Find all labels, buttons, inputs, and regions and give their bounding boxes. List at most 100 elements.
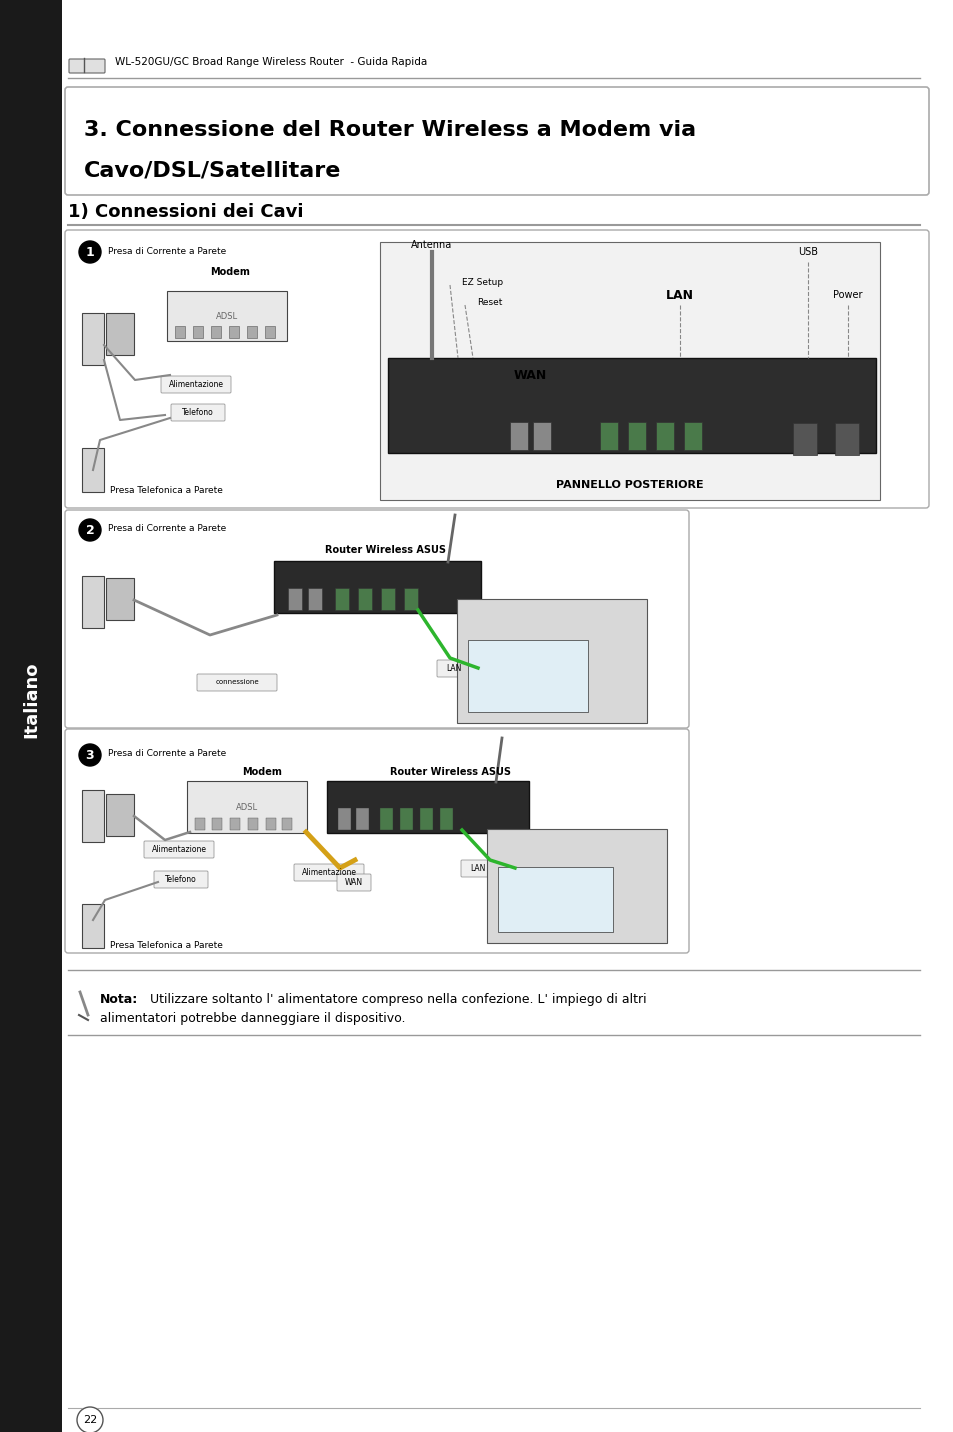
FancyBboxPatch shape xyxy=(153,871,208,888)
FancyBboxPatch shape xyxy=(106,579,133,620)
FancyBboxPatch shape xyxy=(533,422,551,450)
FancyBboxPatch shape xyxy=(656,422,673,450)
Text: Telefono: Telefono xyxy=(182,408,213,417)
Circle shape xyxy=(79,518,101,541)
FancyBboxPatch shape xyxy=(388,358,875,453)
Text: Presa Telefonica a Parete: Presa Telefonica a Parete xyxy=(110,485,223,494)
FancyBboxPatch shape xyxy=(229,326,239,338)
FancyBboxPatch shape xyxy=(599,422,618,450)
Text: 1: 1 xyxy=(86,245,94,259)
Text: Router Wireless ASUS: Router Wireless ASUS xyxy=(325,546,446,556)
FancyBboxPatch shape xyxy=(211,326,221,338)
FancyBboxPatch shape xyxy=(247,326,256,338)
Text: Presa di Corrente a Parete: Presa di Corrente a Parete xyxy=(108,246,226,255)
Text: Italiano: Italiano xyxy=(22,662,40,739)
FancyBboxPatch shape xyxy=(497,866,613,932)
FancyBboxPatch shape xyxy=(0,0,62,1432)
FancyBboxPatch shape xyxy=(355,808,369,831)
FancyBboxPatch shape xyxy=(230,818,240,831)
Circle shape xyxy=(77,1408,103,1432)
FancyBboxPatch shape xyxy=(187,780,307,833)
FancyBboxPatch shape xyxy=(468,640,587,712)
FancyBboxPatch shape xyxy=(336,874,371,891)
FancyBboxPatch shape xyxy=(282,818,292,831)
FancyBboxPatch shape xyxy=(308,589,322,610)
FancyBboxPatch shape xyxy=(510,422,527,450)
FancyBboxPatch shape xyxy=(327,780,529,833)
Text: Alimentazione: Alimentazione xyxy=(152,845,206,853)
FancyBboxPatch shape xyxy=(161,377,231,392)
Text: Utilizzare soltanto l' alimentatore compreso nella confezione. L' impiego di alt: Utilizzare soltanto l' alimentatore comp… xyxy=(146,992,646,1007)
FancyBboxPatch shape xyxy=(82,904,104,948)
Text: Antenna: Antenna xyxy=(411,241,452,251)
FancyBboxPatch shape xyxy=(171,404,225,421)
FancyBboxPatch shape xyxy=(335,589,349,610)
Circle shape xyxy=(79,745,101,766)
FancyBboxPatch shape xyxy=(82,576,104,629)
FancyBboxPatch shape xyxy=(82,448,104,493)
FancyBboxPatch shape xyxy=(82,790,104,842)
Text: Modem: Modem xyxy=(242,768,281,778)
FancyBboxPatch shape xyxy=(380,589,395,610)
FancyBboxPatch shape xyxy=(834,422,858,455)
FancyBboxPatch shape xyxy=(436,660,471,677)
Text: Presa Telefonica a Parete: Presa Telefonica a Parete xyxy=(110,941,223,951)
FancyBboxPatch shape xyxy=(106,793,133,836)
Text: EZ Setup: EZ Setup xyxy=(461,278,502,286)
FancyBboxPatch shape xyxy=(194,818,205,831)
FancyBboxPatch shape xyxy=(212,818,222,831)
FancyBboxPatch shape xyxy=(337,808,351,831)
FancyBboxPatch shape xyxy=(419,808,433,831)
FancyBboxPatch shape xyxy=(65,729,688,954)
FancyBboxPatch shape xyxy=(106,314,133,355)
FancyBboxPatch shape xyxy=(288,589,302,610)
FancyBboxPatch shape xyxy=(683,422,701,450)
Text: Nota:: Nota: xyxy=(100,992,138,1007)
Text: Alimentazione: Alimentazione xyxy=(301,868,356,876)
Text: Modem: Modem xyxy=(210,266,250,276)
Text: Reset: Reset xyxy=(476,298,502,306)
Text: 1) Connessioni dei Cavi: 1) Connessioni dei Cavi xyxy=(68,203,303,221)
Text: WAN: WAN xyxy=(513,368,546,381)
FancyBboxPatch shape xyxy=(792,422,816,455)
FancyBboxPatch shape xyxy=(403,589,417,610)
FancyBboxPatch shape xyxy=(248,818,257,831)
Text: Telefono: Telefono xyxy=(165,875,196,884)
Text: 22: 22 xyxy=(83,1415,97,1425)
FancyBboxPatch shape xyxy=(167,291,287,341)
Text: connessione: connessione xyxy=(215,679,258,684)
FancyBboxPatch shape xyxy=(294,863,364,881)
FancyBboxPatch shape xyxy=(274,561,480,613)
Text: LAN: LAN xyxy=(446,663,461,673)
Text: 2: 2 xyxy=(86,524,94,537)
Circle shape xyxy=(79,241,101,263)
FancyBboxPatch shape xyxy=(196,674,276,692)
Text: 3: 3 xyxy=(86,749,94,762)
FancyBboxPatch shape xyxy=(357,589,372,610)
Text: ADSL: ADSL xyxy=(235,802,258,812)
FancyBboxPatch shape xyxy=(82,314,104,365)
Text: Presa di Corrente a Parete: Presa di Corrente a Parete xyxy=(108,749,226,758)
Text: alimentatori potrebbe danneggiare il dispositivo.: alimentatori potrebbe danneggiare il dis… xyxy=(100,1012,405,1025)
FancyBboxPatch shape xyxy=(266,818,275,831)
FancyBboxPatch shape xyxy=(144,841,213,858)
FancyBboxPatch shape xyxy=(379,808,393,831)
FancyBboxPatch shape xyxy=(65,231,928,508)
FancyBboxPatch shape xyxy=(265,326,274,338)
Text: 3. Connessione del Router Wireless a Modem via: 3. Connessione del Router Wireless a Mod… xyxy=(84,120,696,140)
FancyBboxPatch shape xyxy=(460,861,495,876)
Text: LAN: LAN xyxy=(665,288,693,302)
Text: Alimentazione: Alimentazione xyxy=(169,379,223,388)
Text: Power: Power xyxy=(832,291,862,299)
Text: Cavo/DSL/Satellitare: Cavo/DSL/Satellitare xyxy=(84,160,341,180)
FancyBboxPatch shape xyxy=(65,87,928,195)
Text: PANNELLO POSTERIORE: PANNELLO POSTERIORE xyxy=(556,480,703,490)
Text: ADSL: ADSL xyxy=(215,312,238,321)
FancyBboxPatch shape xyxy=(193,326,203,338)
Text: LAN: LAN xyxy=(470,863,485,872)
FancyBboxPatch shape xyxy=(399,808,413,831)
FancyBboxPatch shape xyxy=(69,59,105,73)
FancyBboxPatch shape xyxy=(65,510,688,727)
FancyBboxPatch shape xyxy=(439,808,453,831)
Text: USB: USB xyxy=(797,246,817,256)
